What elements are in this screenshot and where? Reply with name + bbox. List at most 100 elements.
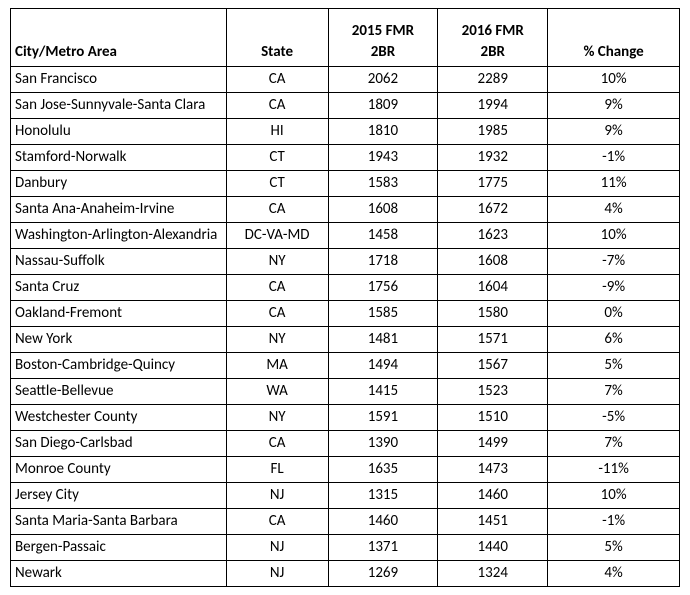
cell-fmr-2015: 1315 bbox=[328, 483, 438, 509]
cell-city: San Jose-Sunnyvale-Santa Clara bbox=[11, 93, 227, 119]
cell-state: NJ bbox=[226, 483, 328, 509]
header-fmr-2015-line1: 2015 FMR bbox=[352, 22, 414, 40]
cell-pct-change: -1% bbox=[548, 509, 680, 535]
cell-fmr-2016: 1451 bbox=[438, 509, 548, 535]
cell-city: Jersey City bbox=[11, 483, 227, 509]
fmr-data-table: City/Metro Area State 2015 FMR2BR 2016 F… bbox=[10, 8, 680, 587]
cell-fmr-2016: 1440 bbox=[438, 535, 548, 561]
table-row: Jersey CityNJ1315146010% bbox=[11, 483, 680, 509]
cell-city: Oakland-Fremont bbox=[11, 301, 227, 327]
cell-fmr-2015: 1585 bbox=[328, 301, 438, 327]
cell-city: Bergen-Passaic bbox=[11, 535, 227, 561]
table-row: Oakland-FremontCA158515800% bbox=[11, 301, 680, 327]
table-row: Bergen-PassaicNJ137114405% bbox=[11, 535, 680, 561]
cell-pct-change: 5% bbox=[548, 353, 680, 379]
cell-pct-change: -5% bbox=[548, 405, 680, 431]
cell-pct-change: 9% bbox=[548, 119, 680, 145]
cell-fmr-2016: 1523 bbox=[438, 379, 548, 405]
cell-fmr-2015: 1460 bbox=[328, 509, 438, 535]
cell-fmr-2015: 1718 bbox=[328, 249, 438, 275]
cell-fmr-2016: 1571 bbox=[438, 327, 548, 353]
cell-pct-change: 7% bbox=[548, 379, 680, 405]
cell-city: Newark bbox=[11, 561, 227, 587]
header-fmr-2016-line2: 2BR bbox=[481, 43, 505, 61]
header-row: City/Metro Area State 2015 FMR2BR 2016 F… bbox=[11, 9, 680, 67]
cell-pct-change: 10% bbox=[548, 67, 680, 93]
cell-state: CA bbox=[226, 67, 328, 93]
header-fmr-2016-line1: 2016 FMR bbox=[462, 22, 524, 40]
table-row: HonoluluHI181019859% bbox=[11, 119, 680, 145]
table-row: San Diego-CarlsbadCA139014997% bbox=[11, 431, 680, 457]
cell-fmr-2016: 1994 bbox=[438, 93, 548, 119]
table-row: Nassau-SuffolkNY17181608-7% bbox=[11, 249, 680, 275]
cell-fmr-2016: 1985 bbox=[438, 119, 548, 145]
cell-city: Seattle-Bellevue bbox=[11, 379, 227, 405]
cell-pct-change: -7% bbox=[548, 249, 680, 275]
cell-fmr-2016: 1932 bbox=[438, 145, 548, 171]
cell-fmr-2015: 1481 bbox=[328, 327, 438, 353]
cell-fmr-2016: 1604 bbox=[438, 275, 548, 301]
cell-fmr-2015: 1809 bbox=[328, 93, 438, 119]
cell-pct-change: 10% bbox=[548, 223, 680, 249]
cell-fmr-2015: 1608 bbox=[328, 197, 438, 223]
cell-fmr-2016: 2289 bbox=[438, 67, 548, 93]
table-row: Santa Ana-Anaheim-IrvineCA160816724% bbox=[11, 197, 680, 223]
cell-fmr-2016: 1775 bbox=[438, 171, 548, 197]
cell-fmr-2016: 1499 bbox=[438, 431, 548, 457]
cell-fmr-2015: 1635 bbox=[328, 457, 438, 483]
cell-fmr-2015: 1943 bbox=[328, 145, 438, 171]
cell-fmr-2015: 1458 bbox=[328, 223, 438, 249]
cell-fmr-2016: 1580 bbox=[438, 301, 548, 327]
cell-pct-change: 4% bbox=[548, 561, 680, 587]
cell-fmr-2016: 1623 bbox=[438, 223, 548, 249]
cell-city: Stamford-Norwalk bbox=[11, 145, 227, 171]
cell-state: CA bbox=[226, 301, 328, 327]
cell-city: Boston-Cambridge-Quincy bbox=[11, 353, 227, 379]
cell-state: HI bbox=[226, 119, 328, 145]
cell-state: CT bbox=[226, 145, 328, 171]
cell-state: NJ bbox=[226, 561, 328, 587]
table-row: NewarkNJ126913244% bbox=[11, 561, 680, 587]
header-state: State bbox=[226, 9, 328, 67]
header-fmr-2015: 2015 FMR 2BR bbox=[328, 9, 438, 67]
cell-city: Danbury bbox=[11, 171, 227, 197]
table-row: Seattle-BellevueWA141515237% bbox=[11, 379, 680, 405]
cell-state: FL bbox=[226, 457, 328, 483]
cell-city: Santa Cruz bbox=[11, 275, 227, 301]
cell-state: NY bbox=[226, 327, 328, 353]
table-row: Santa Maria-Santa BarbaraCA14601451-1% bbox=[11, 509, 680, 535]
cell-state: WA bbox=[226, 379, 328, 405]
cell-fmr-2016: 1473 bbox=[438, 457, 548, 483]
table-row: San Jose-Sunnyvale-Santa ClaraCA18091994… bbox=[11, 93, 680, 119]
cell-city: Honolulu bbox=[11, 119, 227, 145]
cell-pct-change: -9% bbox=[548, 275, 680, 301]
cell-pct-change: -1% bbox=[548, 145, 680, 171]
cell-fmr-2015: 1415 bbox=[328, 379, 438, 405]
cell-fmr-2015: 1810 bbox=[328, 119, 438, 145]
table-row: Washington-Arlington-AlexandriaDC-VA-MD1… bbox=[11, 223, 680, 249]
cell-state: CA bbox=[226, 431, 328, 457]
table-body: San FranciscoCA2062228910%San Jose-Sunny… bbox=[11, 67, 680, 587]
table-row: New YorkNY148115716% bbox=[11, 327, 680, 353]
cell-state: NY bbox=[226, 405, 328, 431]
cell-state: MA bbox=[226, 353, 328, 379]
cell-city: Washington-Arlington-Alexandria bbox=[11, 223, 227, 249]
header-fmr-2015-line2: 2BR bbox=[371, 43, 395, 61]
cell-fmr-2016: 1460 bbox=[438, 483, 548, 509]
cell-fmr-2015: 1269 bbox=[328, 561, 438, 587]
cell-fmr-2015: 1591 bbox=[328, 405, 438, 431]
cell-fmr-2015: 1583 bbox=[328, 171, 438, 197]
cell-fmr-2015: 1371 bbox=[328, 535, 438, 561]
cell-pct-change: 0% bbox=[548, 301, 680, 327]
cell-pct-change: 7% bbox=[548, 431, 680, 457]
cell-fmr-2016: 1608 bbox=[438, 249, 548, 275]
table-row: Boston-Cambridge-QuincyMA149415675% bbox=[11, 353, 680, 379]
cell-state: DC-VA-MD bbox=[226, 223, 328, 249]
cell-state: CA bbox=[226, 275, 328, 301]
cell-city: New York bbox=[11, 327, 227, 353]
table-row: DanburyCT1583177511% bbox=[11, 171, 680, 197]
table-row: Westchester CountyNY15911510-5% bbox=[11, 405, 680, 431]
cell-fmr-2016: 1510 bbox=[438, 405, 548, 431]
cell-fmr-2016: 1567 bbox=[438, 353, 548, 379]
cell-state: NJ bbox=[226, 535, 328, 561]
